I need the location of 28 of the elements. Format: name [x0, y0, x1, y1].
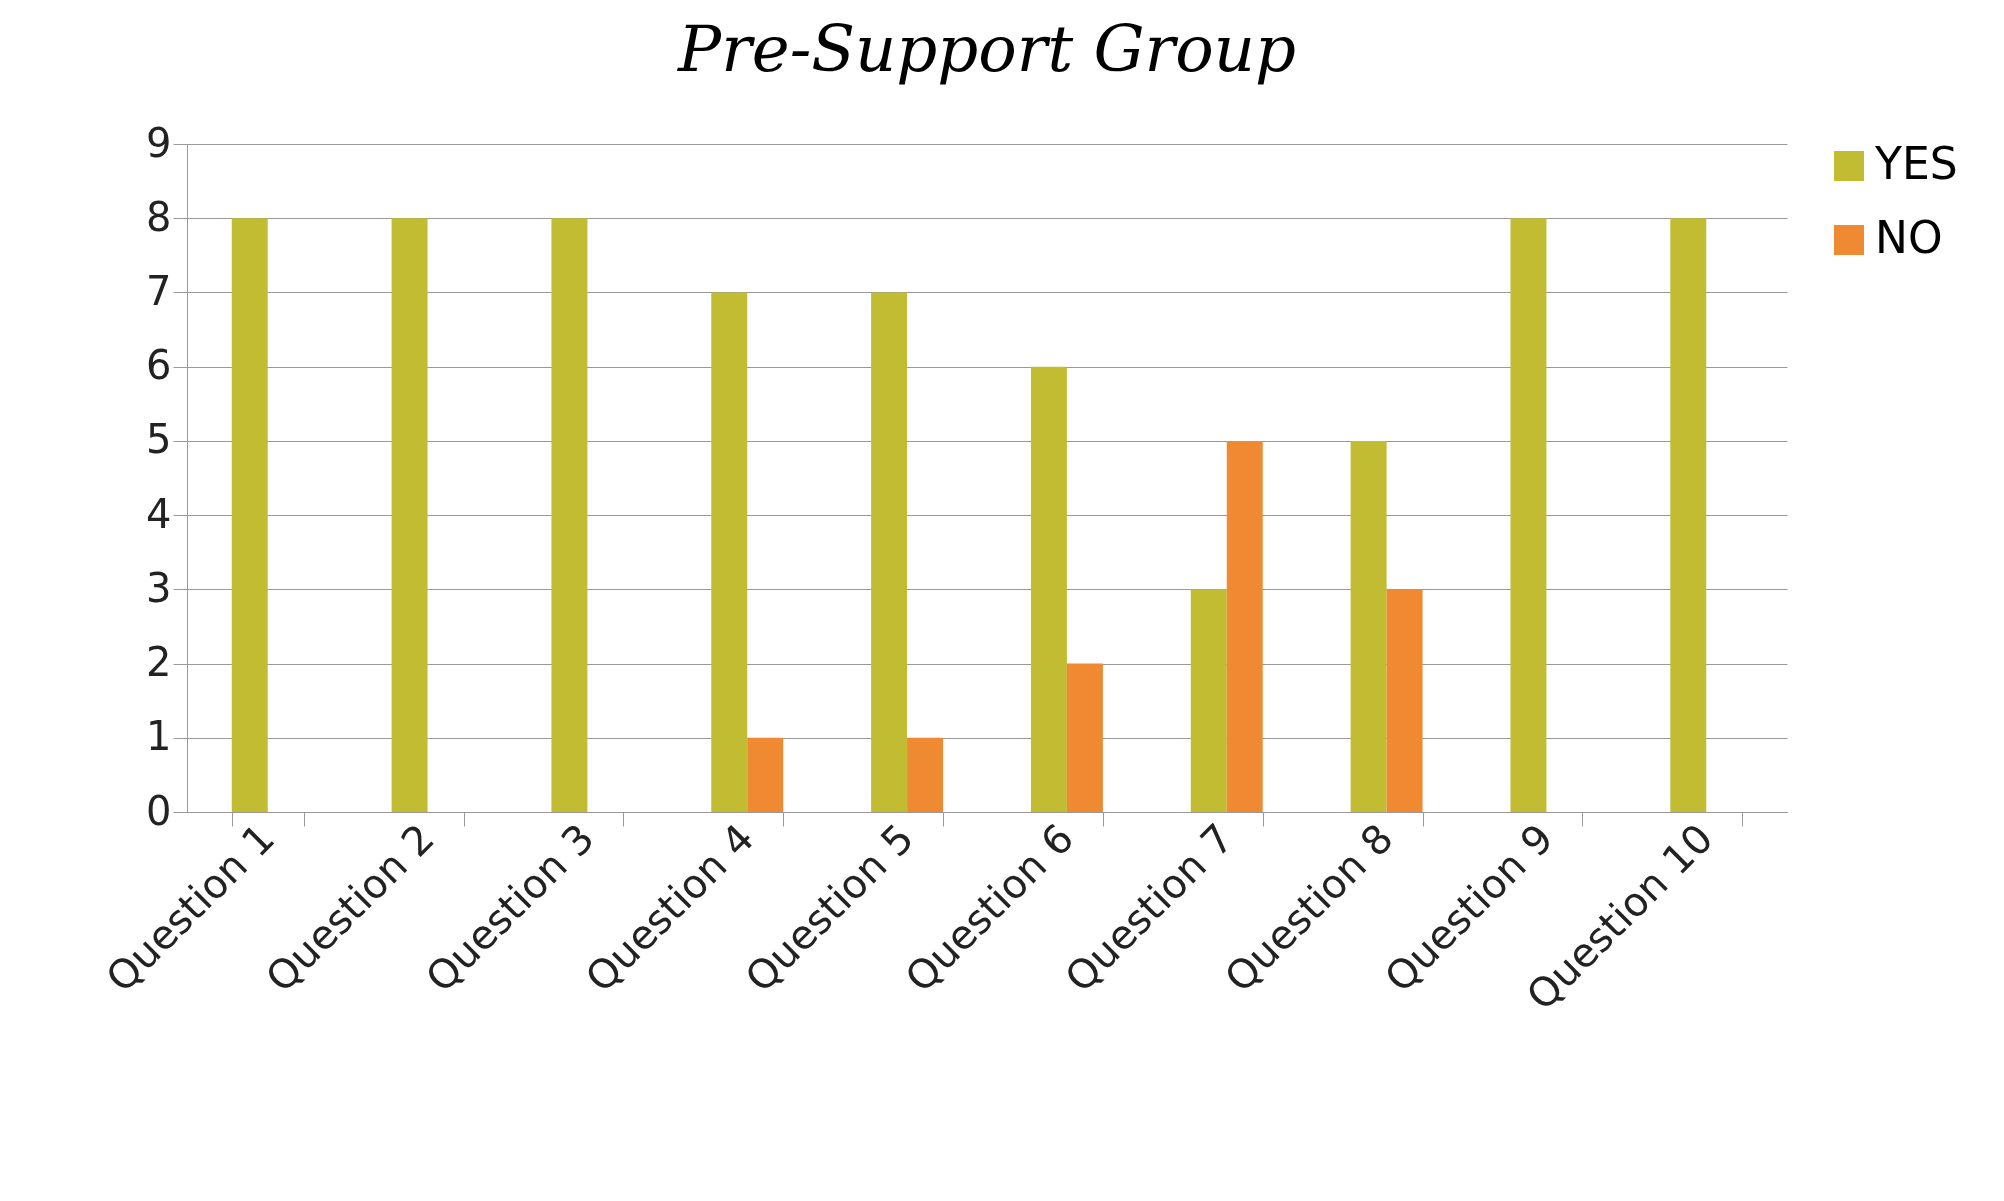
- bar: [1066, 663, 1103, 812]
- bar: [551, 218, 588, 812]
- bar: [871, 292, 908, 812]
- legend-label: NO: [1875, 212, 1943, 263]
- y-tick-label: 2: [146, 639, 172, 686]
- y-tick-label: 4: [146, 490, 172, 537]
- bar: [1510, 218, 1547, 812]
- y-tick-label: 6: [146, 342, 172, 389]
- y-tick-label: 5: [146, 416, 172, 463]
- bar: [711, 292, 748, 812]
- y-tick-label: 0: [146, 787, 172, 834]
- bar: [1386, 589, 1423, 812]
- bar: [231, 218, 268, 812]
- bar: [1350, 440, 1387, 812]
- bar: [1030, 366, 1067, 812]
- bar: [1670, 218, 1707, 812]
- bar: [1226, 440, 1263, 812]
- y-tick-label: 1: [146, 713, 172, 760]
- y-tick-label: 9: [146, 119, 172, 166]
- chart-title: Pre-Support Group: [677, 12, 1296, 86]
- legend-label: YES: [1874, 138, 1958, 189]
- y-tick-label: 3: [146, 564, 172, 611]
- bar: [391, 218, 428, 812]
- bar: [747, 737, 784, 812]
- y-tick-label: 7: [146, 267, 172, 314]
- y-tick-label: 8: [146, 193, 172, 240]
- bar: [907, 737, 944, 812]
- bar: [1190, 589, 1227, 812]
